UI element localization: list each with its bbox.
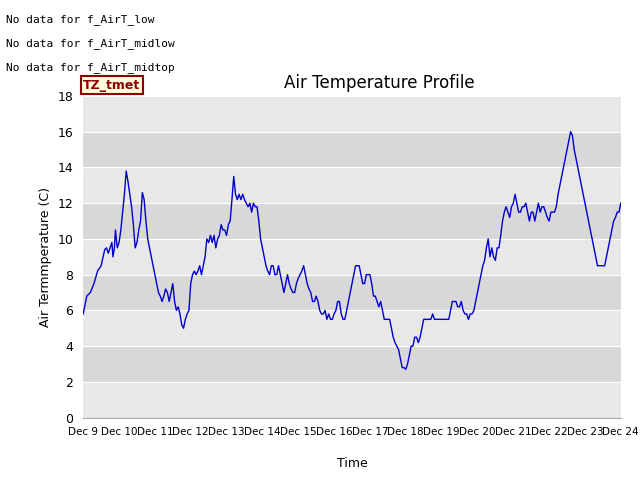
X-axis label: Time: Time: [337, 457, 367, 470]
Text: No data for f_AirT_low: No data for f_AirT_low: [6, 14, 155, 25]
Bar: [83, 132, 621, 168]
Bar: [83, 168, 621, 203]
Bar: [83, 96, 621, 132]
Y-axis label: Air Termmperature (C): Air Termmperature (C): [39, 187, 52, 327]
Bar: [83, 346, 621, 382]
Title: Air Temperature Profile: Air Temperature Profile: [284, 73, 474, 92]
Bar: [83, 239, 621, 275]
Bar: [83, 275, 621, 311]
Text: No data for f_AirT_midlow: No data for f_AirT_midlow: [6, 38, 175, 49]
Text: TZ_tmet: TZ_tmet: [83, 79, 140, 92]
Bar: [83, 203, 621, 239]
Text: No data for f_AirT_midtop: No data for f_AirT_midtop: [6, 62, 175, 73]
Bar: [83, 311, 621, 346]
Bar: [83, 382, 621, 418]
